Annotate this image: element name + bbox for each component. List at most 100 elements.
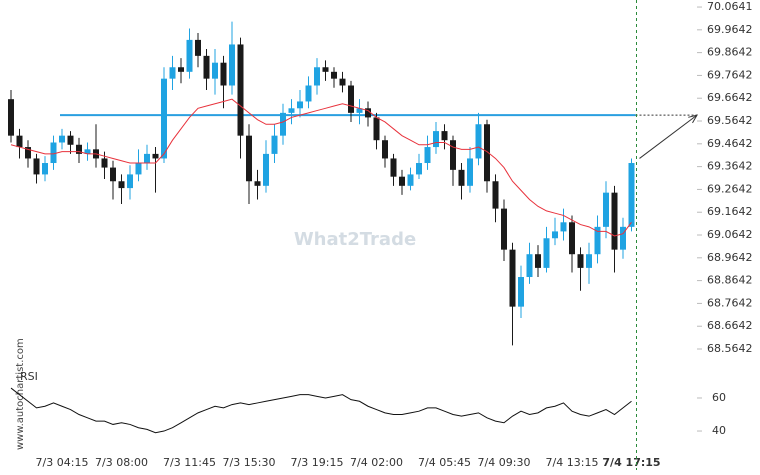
candle-body	[331, 71, 337, 79]
y-tick-label: 69.6642	[707, 91, 753, 104]
candle-body	[314, 67, 320, 86]
candle-body	[161, 78, 167, 159]
candle-body	[611, 192, 618, 250]
x-tick-label: 7/4 13:15	[546, 456, 599, 469]
y-tick-label: 40	[712, 424, 726, 437]
x-tick-label: 7/4 05:45	[418, 456, 471, 469]
candle-body	[365, 108, 371, 118]
y-tick-label: 60	[712, 391, 726, 404]
candle-body	[552, 231, 558, 239]
candle-body	[110, 167, 116, 182]
candle-body	[135, 163, 142, 175]
candle-body	[297, 101, 303, 109]
candle-body	[84, 149, 91, 154]
candle-body	[586, 254, 592, 268]
x-tick-label: 7/3 19:15	[291, 456, 344, 469]
candle-body	[620, 226, 626, 250]
watermark: What2Trade	[294, 229, 416, 250]
candle-body	[339, 78, 346, 86]
moving-average	[10, 98, 632, 237]
candle-body	[569, 222, 575, 255]
candle-body	[246, 135, 252, 182]
candle-body	[76, 144, 82, 154]
candle-body	[458, 169, 465, 186]
y-tick-label: 68.9642	[707, 251, 753, 264]
forecast-arrow	[639, 114, 698, 159]
candle-body	[203, 55, 210, 79]
candle-body	[407, 174, 414, 186]
candle-body	[424, 147, 431, 164]
candle-body	[433, 131, 439, 148]
y-tick-label: 69.9642	[707, 23, 753, 36]
candle-body	[526, 254, 533, 278]
candle-body	[152, 153, 159, 159]
candle-body	[16, 135, 23, 148]
y-tick-label: 70.0641	[707, 0, 753, 13]
candle-body	[169, 67, 176, 79]
candle-body	[509, 249, 516, 307]
x-tick-label: 7/3 08:00	[95, 456, 148, 469]
candle-body	[195, 39, 201, 56]
candle-body	[33, 158, 40, 175]
candle-body	[492, 181, 499, 209]
candle-body	[42, 163, 48, 175]
candle-body	[475, 124, 482, 159]
source-label: www.autochartist.com	[15, 338, 26, 450]
candle-body	[416, 163, 422, 175]
candle-body	[186, 39, 193, 72]
y-tick-label: 69.7642	[707, 68, 753, 81]
candle-body	[560, 222, 567, 232]
candle-body	[254, 181, 261, 186]
y-tick-label: 68.5642	[707, 342, 753, 355]
x-tick-label: 7/3 11:45	[163, 456, 216, 469]
candle-body	[271, 135, 278, 154]
x-tick-label: 7/4 17:15	[602, 456, 660, 469]
y-tick-label: 68.7642	[707, 296, 753, 309]
candle-body	[390, 158, 397, 177]
candle-body	[263, 153, 269, 186]
candle-body	[484, 124, 490, 182]
candle-body	[144, 153, 150, 164]
y-tick-label: 69.2642	[707, 182, 753, 195]
candle-body	[280, 112, 286, 136]
candle-body	[603, 192, 609, 227]
candle-body	[8, 99, 14, 136]
candle-body	[67, 135, 74, 145]
candle-body	[535, 254, 541, 268]
candle-body	[399, 176, 405, 186]
x-tick-label: 7/3 04:15	[36, 456, 89, 469]
candle-body	[543, 238, 550, 268]
candle-body	[501, 208, 507, 250]
candle-body	[118, 181, 125, 189]
candle-body	[594, 226, 601, 255]
candle-body	[322, 67, 329, 72]
candle-body	[356, 108, 363, 113]
candle-body	[220, 62, 227, 86]
y-tick-label: 69.3642	[707, 160, 753, 173]
candle-body	[229, 44, 235, 86]
candle-body	[178, 67, 184, 72]
candle-body	[382, 140, 388, 159]
candle-body	[628, 163, 635, 227]
candle-body	[127, 174, 133, 189]
candle-body	[450, 140, 456, 170]
candle-body	[59, 135, 65, 143]
rsi-title: RSI	[20, 370, 38, 383]
y-tick-label: 69.0642	[707, 228, 753, 241]
candle-body	[518, 277, 524, 307]
candle-body	[101, 158, 108, 168]
y-tick-label: 69.8642	[707, 46, 753, 59]
candle-body	[305, 85, 312, 102]
y-tick-label: 69.1642	[707, 205, 753, 218]
y-tick-label: 68.6642	[707, 319, 753, 332]
y-tick-label: 69.5642	[707, 114, 753, 127]
rsi-line	[10, 387, 632, 434]
candle-body	[441, 131, 448, 141]
x-tick-label: 7/3 15:30	[223, 456, 276, 469]
x-tick-label: 7/4 09:30	[478, 456, 531, 469]
candle-body	[25, 147, 31, 159]
candle-body	[373, 117, 380, 141]
candle-body	[212, 62, 218, 79]
x-tick-label: 7/4 02:00	[350, 456, 403, 469]
